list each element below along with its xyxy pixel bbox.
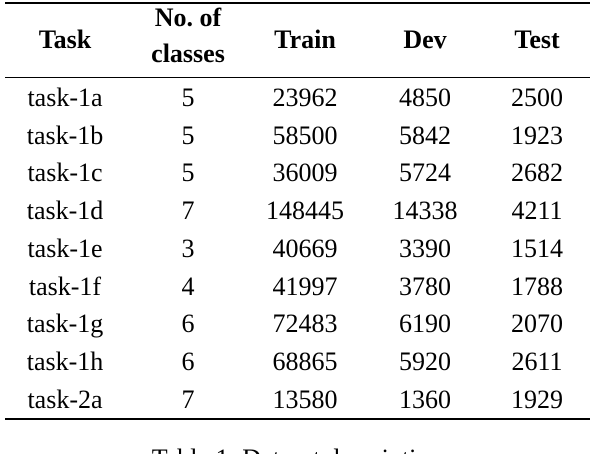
table-cell: 5920 <box>399 346 451 376</box>
table-cell: task-1a <box>27 83 103 112</box>
table-cell: 13580 <box>272 384 338 414</box>
table-cell: 3780 <box>399 271 451 301</box>
table-cell: task-1f <box>28 271 102 301</box>
table-cell: 6 <box>181 309 195 339</box>
table-cell: 72483 <box>272 309 338 339</box>
table-cell: 2611 <box>511 346 563 376</box>
table-cell: 1360 <box>399 384 451 414</box>
table-cell: 5724 <box>399 158 451 188</box>
top-rule <box>5 2 590 4</box>
header-cell: Train <box>274 25 336 54</box>
bottom-rule <box>5 418 590 420</box>
table-cell: 6190 <box>399 309 451 339</box>
table-cell: 2070 <box>511 309 563 339</box>
table-cell: 41997 <box>272 271 338 301</box>
table-cell: 5842 <box>399 120 451 150</box>
table-cell: 4211 <box>511 196 563 226</box>
table-cell: task-1b <box>26 120 104 150</box>
table-cell: task-2a <box>27 384 103 414</box>
table-cell: task-1c <box>27 158 103 188</box>
table-cell: task-1d <box>26 196 104 226</box>
table-cell: 1929 <box>511 384 563 414</box>
table-cell: 1514 <box>511 233 563 263</box>
table-cell: 23962 <box>272 83 338 112</box>
mid-rule <box>5 77 590 78</box>
table-cell: 2682 <box>511 158 563 188</box>
table-cell: 4850 <box>399 83 451 112</box>
table-cell: task-1e <box>27 233 103 263</box>
table-cell: 58500 <box>272 120 338 150</box>
table-cell: 14338 <box>392 196 458 226</box>
header-cell: Dev <box>403 25 447 54</box>
table-cell: 36009 <box>272 158 338 188</box>
table-cell: 2500 <box>511 83 563 112</box>
caption: Table 1: Dataset description <box>0 444 594 454</box>
table-cell: 68865 <box>272 346 338 376</box>
table-cell: 40669 <box>272 233 338 263</box>
header-cell: Test <box>514 25 560 54</box>
table-cell: task-1g <box>26 309 104 339</box>
table-cell: 7 <box>181 384 195 414</box>
table-cell: 1788 <box>511 271 563 301</box>
table-cell: 3390 <box>399 233 451 263</box>
table-cell: 148445 <box>266 196 344 226</box>
table-cell: task-1h <box>26 346 104 376</box>
table-cell: 7 <box>181 196 195 226</box>
header-cell: Task <box>38 25 92 54</box>
table-cell: 5 <box>181 120 195 150</box>
table-cell: 6 <box>181 346 195 376</box>
table-cell: 5 <box>181 83 195 112</box>
table-cell: 5 <box>181 158 195 188</box>
table-cell: 1923 <box>511 120 563 150</box>
header-cell: No. of classes <box>151 3 225 68</box>
table-cell: 4 <box>181 271 195 301</box>
table-cell: 3 <box>181 233 195 263</box>
